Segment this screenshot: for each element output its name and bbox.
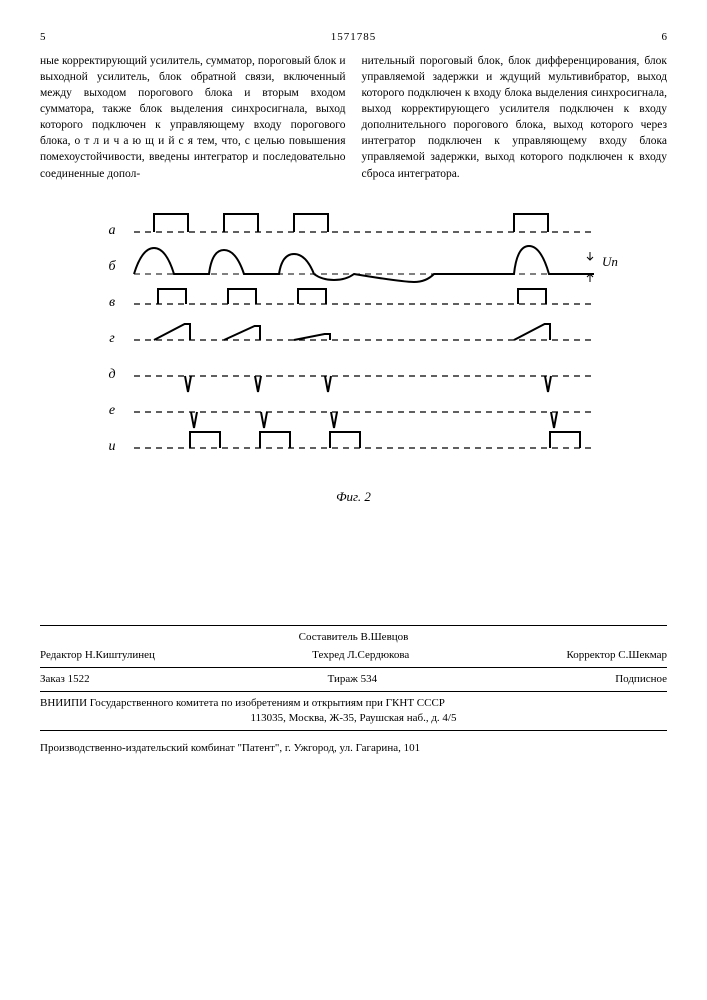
imprint-row: Заказ 1522 Тираж 534 Подписное (40, 672, 667, 687)
body-columns: ные корректирующий усилитель, сумматор, … (40, 53, 667, 182)
editor: Редактор Н.Киштулинец (40, 648, 155, 663)
svg-text:и: и (108, 439, 115, 454)
svg-text:в: в (108, 295, 114, 310)
credits-block: Составитель В.Шевцов Редактор Н.Киштулин… (40, 630, 667, 663)
printer: Производственно-издательский комбинат "П… (40, 741, 667, 756)
addr: 113035, Москва, Ж-35, Раушская наб., д. … (40, 711, 667, 726)
org-block: ВНИИПИ Государственного комитета по изоб… (40, 696, 667, 726)
divider (40, 691, 667, 692)
svg-text:д: д (108, 367, 115, 382)
right-column: нительный пороговый блок, блок дифференц… (362, 53, 668, 182)
divider (40, 667, 667, 668)
svg-text:е: е (108, 403, 114, 418)
techred: Техред Л.Сердюкова (312, 648, 409, 663)
figure-2: а б в г д е и Uп (74, 200, 634, 480)
svg-text:Uп: Uп (602, 254, 618, 269)
order: Заказ 1522 (40, 672, 90, 687)
org: ВНИИПИ Государственного комитета по изоб… (40, 696, 667, 711)
svg-text:г: г (109, 331, 115, 346)
tirazh: Тираж 534 (328, 672, 378, 687)
divider (40, 730, 667, 731)
doc-number: 1571785 (46, 30, 662, 45)
svg-text:б: б (108, 259, 116, 274)
page-header: 5 1571785 6 (40, 30, 667, 45)
left-column: ные корректирующий усилитель, сумматор, … (40, 53, 346, 182)
svg-text:а: а (108, 223, 115, 238)
divider (40, 625, 667, 626)
corrector: Корректор С.Шекмар (567, 648, 667, 663)
sign: Подписное (615, 672, 667, 687)
compiler: Составитель В.Шевцов (299, 630, 409, 645)
page-right: 6 (662, 30, 668, 45)
figure-caption: Фиг. 2 (40, 488, 667, 506)
